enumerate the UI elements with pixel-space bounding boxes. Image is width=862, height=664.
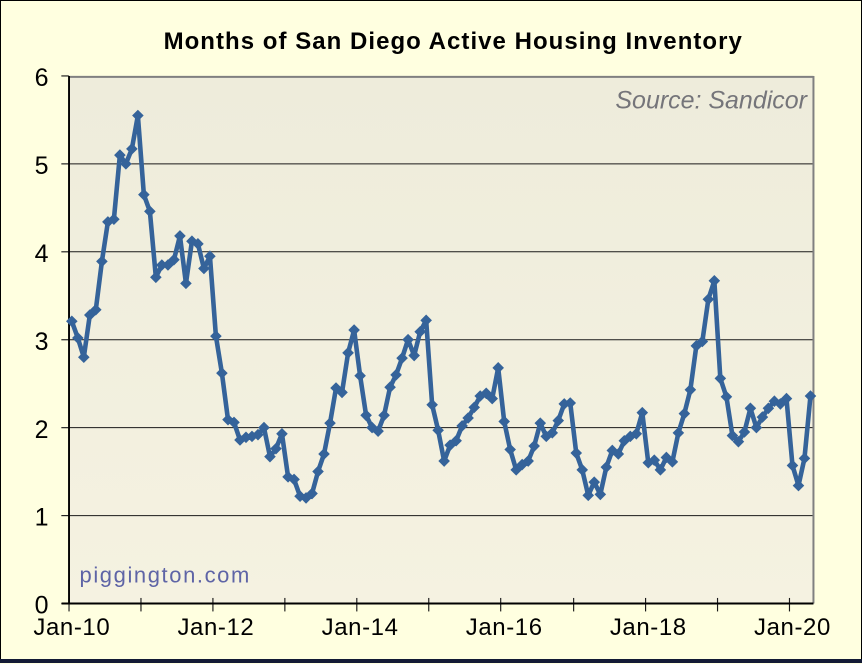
svg-text:Jan-18: Jan-18: [610, 614, 687, 641]
svg-text:6: 6: [35, 64, 49, 92]
svg-text:Jan-20: Jan-20: [754, 614, 831, 641]
svg-text:4: 4: [35, 240, 49, 268]
svg-text:Source: Sandicor: Source: Sandicor: [615, 86, 808, 114]
svg-text:piggington.com: piggington.com: [80, 563, 251, 588]
svg-text:Jan-10: Jan-10: [33, 614, 110, 641]
svg-text:3: 3: [35, 328, 49, 356]
svg-text:2: 2: [35, 416, 49, 444]
svg-text:Jan-12: Jan-12: [177, 614, 254, 641]
svg-text:Jan-16: Jan-16: [466, 614, 543, 641]
svg-text:Months of San Diego Active Hou: Months of San Diego Active Housing Inven…: [164, 28, 743, 55]
svg-text:1: 1: [35, 504, 49, 532]
svg-text:Jan-14: Jan-14: [322, 614, 399, 641]
svg-text:5: 5: [35, 152, 49, 180]
svg-text:0: 0: [35, 592, 49, 620]
